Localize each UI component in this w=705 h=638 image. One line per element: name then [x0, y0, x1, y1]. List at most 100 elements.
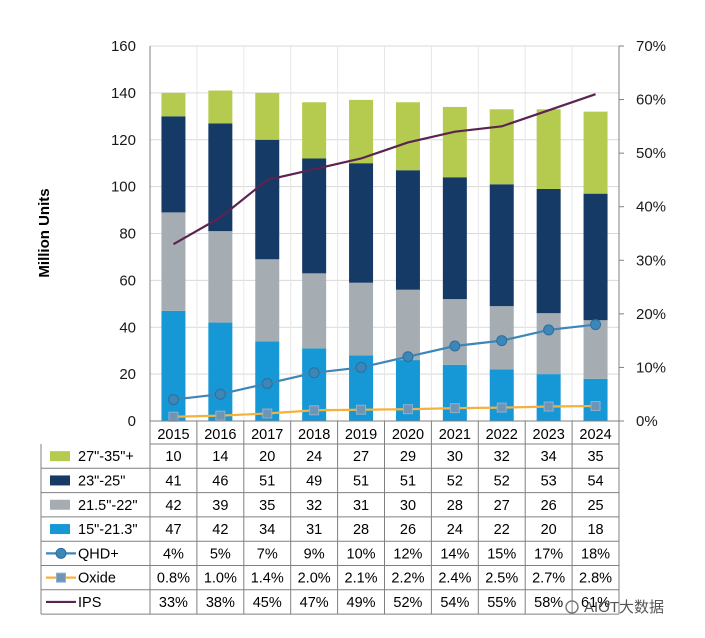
line-point	[168, 411, 179, 422]
data-label: 5%	[210, 546, 231, 562]
y2-tick-label: 0%	[636, 413, 658, 430]
data-label: 2.1%	[345, 571, 378, 587]
data-label: 18%	[581, 546, 610, 562]
data-label: 28	[447, 498, 463, 514]
y-tick-label: 20	[119, 366, 136, 383]
x-tick-label: 2022	[486, 427, 518, 443]
line-point	[496, 402, 507, 413]
data-label: 34	[541, 449, 557, 465]
x-tick-label: 2023	[533, 427, 565, 443]
bar-segment	[536, 374, 561, 421]
y2-tick-label: 30%	[636, 252, 666, 269]
line-point	[543, 401, 554, 412]
watermark-text: AIOT大数据	[584, 599, 664, 616]
legend-swatch	[50, 524, 70, 535]
bar-segment	[489, 109, 514, 185]
data-label: 12%	[393, 546, 422, 562]
legend-label: 15"-21.3"	[78, 522, 137, 538]
line-point	[215, 410, 226, 421]
data-label: 49%	[347, 595, 376, 611]
y-tick-label: 0	[128, 413, 136, 430]
x-tick-label: 2020	[392, 427, 424, 443]
data-label: 29	[400, 449, 416, 465]
y-tick-label: 120	[111, 132, 136, 149]
y-tick-label: 80	[119, 226, 136, 243]
bar-segment	[161, 116, 186, 213]
x-tick-label: 2016	[204, 427, 236, 443]
line-point	[167, 394, 179, 406]
data-label: 42	[212, 522, 228, 538]
data-label: 58%	[534, 595, 563, 611]
data-label: 10	[165, 449, 181, 465]
line-point	[309, 405, 320, 416]
data-label: 10%	[347, 546, 376, 562]
series-line	[173, 323, 596, 401]
bar-segment	[442, 106, 467, 178]
data-label: 38%	[206, 595, 235, 611]
data-label: 32	[306, 498, 322, 514]
bar-segment	[442, 177, 467, 300]
legend-label: IPS	[78, 595, 101, 611]
bars	[161, 90, 608, 421]
bar-segment	[208, 322, 233, 421]
bar-segment	[536, 188, 561, 314]
bar-segment	[583, 193, 608, 321]
bar-segment	[161, 212, 186, 311]
data-label: 18	[587, 522, 603, 538]
legend-label: 27"-35"+	[78, 449, 134, 465]
data-label: 7%	[257, 546, 278, 562]
data-label: 52	[447, 473, 463, 489]
data-label: 34	[259, 522, 275, 538]
line-point	[355, 361, 367, 373]
data-label: 2.7%	[532, 571, 565, 587]
line-point	[449, 340, 461, 352]
series-line	[172, 93, 596, 246]
data-label: 25	[587, 498, 603, 514]
data-label: 52%	[393, 595, 422, 611]
line-point	[449, 403, 460, 414]
y-tick-label: 100	[111, 179, 136, 196]
legend-marker	[55, 547, 67, 559]
data-label: 51	[353, 473, 369, 489]
line-point	[402, 404, 413, 415]
data-label: 26	[541, 498, 557, 514]
x-tick-label: 2024	[579, 427, 611, 443]
data-label: 20	[259, 449, 275, 465]
bar-segment	[489, 184, 514, 307]
data-label: 20	[541, 522, 557, 538]
legend-swatch	[50, 499, 70, 510]
data-label: 46	[212, 473, 228, 489]
y-tick-label: 40	[119, 319, 136, 336]
data-label: 30	[400, 498, 416, 514]
y-tick-label: 160	[111, 38, 136, 55]
bar-segment	[302, 273, 327, 349]
bar-segment	[349, 163, 374, 283]
x-tick-label: 2019	[345, 427, 377, 443]
bar-segment	[536, 313, 561, 375]
y2-tick-label: 60%	[636, 92, 666, 109]
line-point	[590, 319, 602, 331]
data-label: 9%	[304, 546, 325, 562]
data-label: 14	[212, 449, 228, 465]
data-label: 49	[306, 473, 322, 489]
data-label: 39	[212, 498, 228, 514]
line-point	[590, 401, 601, 411]
bar-segment	[208, 90, 233, 124]
bar-segment	[208, 231, 233, 323]
legend-swatch	[50, 475, 70, 486]
bar-segment	[255, 259, 280, 342]
line-point	[356, 404, 367, 415]
legend-label: Oxide	[78, 571, 116, 587]
data-label: 51	[259, 473, 275, 489]
data-label: 53	[541, 473, 557, 489]
data-label: 27	[494, 498, 510, 514]
data-label: 24	[306, 449, 322, 465]
y2-tick-label: 40%	[636, 199, 666, 216]
data-label: 51	[400, 473, 416, 489]
data-label: 31	[306, 522, 322, 538]
data-label: 17%	[534, 546, 563, 562]
data-label: 30	[447, 449, 463, 465]
data-label: 27	[353, 449, 369, 465]
series-line	[173, 404, 596, 418]
